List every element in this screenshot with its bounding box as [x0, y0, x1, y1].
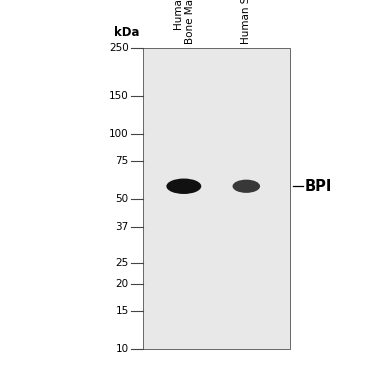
Text: Human Spleen: Human Spleen: [241, 0, 251, 44]
Text: 50: 50: [116, 194, 129, 204]
Text: BPI: BPI: [305, 179, 333, 194]
Text: 100: 100: [109, 129, 129, 139]
Text: 150: 150: [109, 91, 129, 101]
Text: 75: 75: [116, 156, 129, 166]
Ellipse shape: [166, 178, 201, 194]
Text: 20: 20: [116, 279, 129, 289]
Text: 250: 250: [109, 43, 129, 53]
Text: 37: 37: [116, 222, 129, 232]
Text: 15: 15: [116, 306, 129, 316]
Text: kDa: kDa: [114, 26, 140, 39]
Text: 10: 10: [116, 344, 129, 354]
Text: 25: 25: [116, 258, 129, 268]
Bar: [143, 48, 290, 349]
Text: Human
Bone Marrow: Human Bone Marrow: [173, 0, 195, 44]
Ellipse shape: [232, 180, 260, 193]
